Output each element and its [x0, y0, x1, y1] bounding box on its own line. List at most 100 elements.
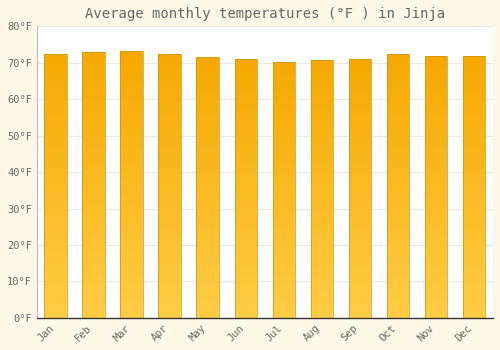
Bar	[272, 82, 295, 85]
Bar	[120, 147, 144, 150]
Bar	[120, 115, 144, 118]
Bar	[120, 107, 144, 110]
Bar	[462, 59, 485, 61]
Bar	[44, 315, 67, 318]
Bar	[348, 191, 372, 194]
Bar	[348, 269, 372, 271]
Bar	[158, 236, 182, 239]
Bar	[44, 225, 67, 228]
Bar	[272, 256, 295, 259]
Bar	[462, 77, 485, 80]
Bar	[310, 60, 334, 318]
Bar	[348, 85, 372, 87]
Bar	[386, 228, 409, 231]
Bar	[120, 259, 144, 262]
Bar	[234, 60, 258, 318]
Bar	[310, 300, 334, 302]
Bar	[386, 91, 409, 94]
Bar	[82, 129, 105, 132]
Bar	[196, 153, 220, 156]
Bar	[348, 82, 372, 85]
Bar	[44, 246, 67, 249]
Bar	[310, 68, 334, 70]
Bar	[272, 182, 295, 184]
Bar	[310, 251, 334, 253]
Bar	[234, 238, 258, 240]
Bar	[120, 99, 144, 102]
Bar	[462, 218, 485, 221]
Bar	[386, 107, 409, 110]
Bar	[120, 182, 144, 184]
Bar	[386, 173, 409, 176]
Bar	[462, 61, 485, 64]
Bar	[386, 102, 409, 104]
Bar	[82, 60, 105, 62]
Bar	[234, 258, 258, 261]
Bar	[120, 198, 144, 201]
Bar	[424, 103, 448, 106]
Bar	[386, 292, 409, 294]
Bar	[44, 149, 67, 152]
Bar	[82, 65, 105, 68]
Bar	[44, 299, 67, 302]
Bar	[386, 315, 409, 318]
Bar	[158, 131, 182, 133]
Bar	[462, 176, 485, 179]
Bar	[44, 69, 67, 72]
Bar	[196, 120, 220, 122]
Bar	[348, 111, 372, 113]
Bar	[424, 297, 448, 300]
Bar	[462, 247, 485, 250]
Bar	[82, 313, 105, 315]
Bar	[348, 256, 372, 258]
Bar	[462, 174, 485, 176]
Bar	[310, 122, 334, 125]
Bar	[44, 59, 67, 62]
Bar	[386, 273, 409, 276]
Bar	[272, 113, 295, 116]
Bar	[158, 176, 182, 178]
Bar	[386, 212, 409, 215]
Bar	[196, 193, 220, 195]
Bar	[158, 73, 182, 75]
Bar	[196, 104, 220, 106]
Bar	[82, 145, 105, 148]
Bar	[272, 184, 295, 187]
Bar	[424, 179, 448, 182]
Bar	[310, 158, 334, 161]
Bar	[44, 304, 67, 307]
Bar	[386, 70, 409, 73]
Bar	[348, 170, 372, 173]
Bar	[158, 128, 182, 131]
Bar	[272, 244, 295, 246]
Bar	[234, 183, 258, 186]
Bar	[424, 80, 448, 82]
Bar	[196, 221, 220, 224]
Bar	[424, 286, 448, 289]
Bar	[158, 112, 182, 115]
Bar	[386, 133, 409, 136]
Bar	[234, 204, 258, 207]
Bar	[120, 296, 144, 299]
Bar	[348, 243, 372, 245]
Bar	[120, 235, 144, 238]
Bar	[386, 131, 409, 133]
Bar	[272, 141, 295, 144]
Bar	[82, 188, 105, 190]
Bar	[272, 300, 295, 302]
Bar	[82, 241, 105, 243]
Bar	[234, 83, 258, 85]
Bar	[272, 298, 295, 300]
Bar	[158, 257, 182, 260]
Bar	[272, 259, 295, 261]
Bar	[348, 186, 372, 188]
Bar	[424, 56, 448, 59]
Bar	[424, 116, 448, 119]
Bar	[386, 168, 409, 170]
Bar	[272, 139, 295, 141]
Bar	[234, 168, 258, 170]
Bar	[462, 271, 485, 273]
Bar	[386, 194, 409, 197]
Bar	[158, 199, 182, 202]
Bar	[310, 240, 334, 243]
